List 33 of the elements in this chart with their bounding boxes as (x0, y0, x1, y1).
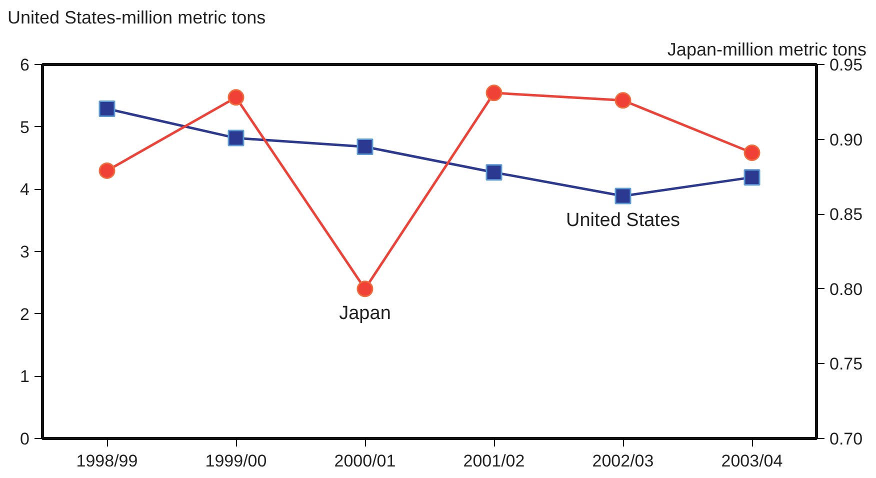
x-tick-label: 2001/02 (463, 452, 525, 470)
point (228, 89, 244, 106)
y2-tick-label: 0.75 (830, 354, 863, 374)
y-tick-label: 1 (20, 367, 30, 386)
x-tick-label: 2002/03 (592, 452, 654, 470)
y2-tick-label: 0.70 (830, 430, 863, 448)
point (356, 138, 374, 156)
x-tick-label: 1999/00 (205, 452, 267, 470)
point (356, 280, 374, 298)
point (744, 169, 760, 186)
x-tick-label: 2000/01 (334, 452, 396, 470)
point (486, 164, 502, 181)
y-tick-label: 4 (20, 180, 30, 200)
point (228, 130, 244, 146)
series-label: United States (566, 210, 680, 232)
point (486, 84, 502, 102)
point (744, 144, 760, 161)
y-tick-label: 3 (20, 242, 30, 262)
point (98, 100, 116, 118)
x-tick-label: 1998/99 (76, 452, 138, 470)
x-tick-label: 2003/04 (721, 452, 783, 470)
point (614, 92, 632, 109)
point (98, 162, 116, 179)
y2-tick-label: 0.90 (830, 130, 863, 150)
y-tick-label: 5 (20, 118, 30, 137)
y-axis-title: United States-million metric tons (8, 8, 266, 28)
y2-tick-label: 0.85 (830, 205, 863, 224)
point (614, 188, 632, 204)
series-label: Japan (339, 302, 391, 324)
y-tick-label: 0 (20, 430, 30, 448)
y-tick-label: 2 (20, 304, 30, 324)
y-tick-label: 6 (20, 56, 30, 74)
y2-tick-label: 0.80 (830, 280, 863, 299)
